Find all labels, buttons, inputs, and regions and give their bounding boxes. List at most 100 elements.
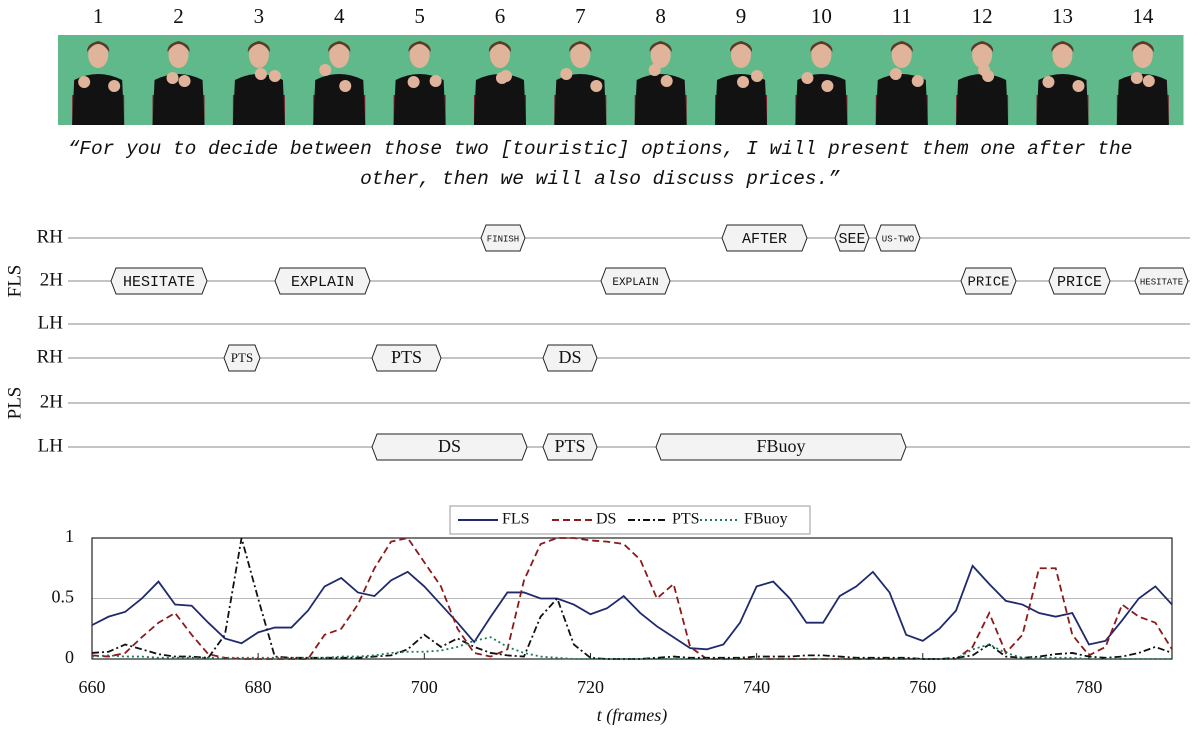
- signer-hand: [499, 70, 512, 82]
- tier-row-label: 2H: [40, 269, 64, 290]
- signer-body: [715, 74, 768, 125]
- segment-box: [480, 224, 526, 252]
- segment-label: EXPLAIN: [612, 277, 658, 289]
- signer-hand: [801, 72, 814, 84]
- segment-label: HESITATE: [1140, 277, 1183, 287]
- frame-number: 4: [334, 4, 345, 28]
- signer-hair: [971, 41, 994, 52]
- segment-label: FBuoy: [756, 436, 805, 456]
- signer-hand: [1042, 76, 1055, 88]
- signer-hand: [648, 64, 661, 76]
- frame-number: 12: [972, 4, 993, 28]
- signer-head: [891, 42, 912, 68]
- signer-head: [1052, 42, 1073, 68]
- signer-hair: [890, 41, 913, 52]
- segment-box: [274, 267, 371, 295]
- caption: “For you to decide between those two [to…: [67, 138, 1133, 190]
- signer-hair: [1131, 41, 1154, 52]
- segment-label: US-TWO: [882, 234, 914, 244]
- x-tick-label: 760: [909, 677, 936, 697]
- signer-head: [409, 42, 430, 68]
- segment-box: [223, 344, 261, 372]
- x-tick-label: 660: [79, 677, 106, 697]
- legend-label: FLS: [502, 511, 530, 528]
- signer-head: [168, 42, 189, 68]
- segment-label: PTS: [554, 436, 585, 456]
- signer-body: [473, 74, 526, 125]
- segment-box: [371, 433, 528, 461]
- segment-label: AFTER: [742, 231, 787, 248]
- segment-label: PTS: [231, 350, 253, 365]
- x-tick-label: 680: [245, 677, 272, 697]
- y-tick-label: 1: [65, 526, 74, 546]
- signer-hair: [87, 41, 110, 52]
- frame-number: 1: [93, 4, 104, 28]
- frame-number: 9: [736, 4, 747, 28]
- frame-number: 6: [495, 4, 506, 28]
- signer-body: [313, 74, 366, 125]
- signer-hand: [590, 80, 603, 92]
- tier-row-label: 2H: [40, 391, 64, 412]
- signer-hair: [328, 41, 351, 52]
- segment-box: [1134, 267, 1189, 295]
- signer-head: [972, 42, 993, 68]
- signer-hand: [889, 68, 902, 80]
- tier-row-label: RH: [37, 346, 64, 367]
- segment-box: [1048, 267, 1111, 295]
- signer-hand: [78, 76, 91, 88]
- segment-label: FINISH: [487, 234, 519, 244]
- legend-label: FBuoy: [744, 511, 788, 528]
- series-line: [91, 636, 1172, 660]
- signer-body: [152, 74, 205, 125]
- x-tick-label: 720: [577, 677, 604, 697]
- signer-body: [393, 74, 446, 125]
- signer-head: [248, 42, 269, 68]
- segment-box: [875, 224, 921, 252]
- frame-number: 3: [254, 4, 265, 28]
- tier-row-label: LH: [38, 312, 64, 333]
- signer-hand: [1142, 75, 1155, 87]
- segment-label: EXPLAIN: [291, 274, 354, 291]
- signer-hair: [729, 41, 753, 52]
- signer-body: [634, 74, 687, 125]
- legend-label: PTS: [672, 511, 700, 528]
- signer-body: [1116, 74, 1169, 125]
- segment-box: [542, 433, 598, 461]
- signer-hand: [821, 80, 834, 92]
- signer-hand: [339, 80, 352, 92]
- segment-box: [960, 267, 1017, 295]
- legend-label: DS: [596, 511, 616, 528]
- x-tick-label: 700: [411, 677, 438, 697]
- signer-hand: [737, 76, 750, 88]
- signer-hair: [247, 41, 270, 52]
- signer-body: [232, 74, 285, 125]
- series-line: [91, 564, 1173, 651]
- signer-hand: [751, 70, 764, 82]
- x-tick-label: 780: [1075, 677, 1102, 697]
- signer-hair: [569, 41, 592, 52]
- signer-hand: [429, 75, 442, 87]
- signer-head: [88, 42, 109, 68]
- signer-hand: [319, 64, 332, 76]
- signer-hand: [560, 68, 573, 80]
- signer-hand: [108, 80, 121, 92]
- signer-hair: [167, 41, 190, 52]
- signer-hair: [408, 41, 431, 52]
- signer-hair: [649, 41, 672, 52]
- signer-hair: [810, 41, 833, 52]
- segment-label: HESITATE: [123, 274, 195, 291]
- y-tick-label: 0.5: [52, 587, 75, 607]
- signer-body: [956, 74, 1009, 125]
- segment-label: DS: [558, 347, 581, 367]
- tier-row-label: RH: [37, 226, 64, 247]
- x-tick-label: 740: [743, 677, 770, 697]
- tier-row-label: LH: [38, 435, 64, 456]
- frame-number: 14: [1132, 4, 1154, 28]
- series-line: [91, 536, 1173, 660]
- signer-head: [811, 42, 832, 68]
- signer-hair: [1051, 41, 1074, 52]
- signer-head: [329, 42, 350, 68]
- segment-box: [721, 224, 808, 252]
